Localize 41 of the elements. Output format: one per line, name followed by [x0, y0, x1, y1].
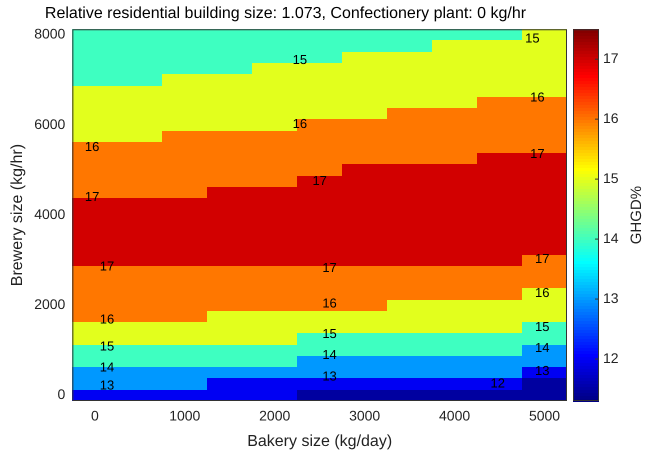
annotation: 14 — [100, 360, 114, 375]
annotation: 15 — [525, 30, 540, 46]
y-tick-label: 2000 — [34, 296, 66, 312]
x-axis-title: Bakery size (kg/day) — [247, 432, 392, 450]
annotation: 17 — [322, 260, 337, 276]
annotation: 13 — [100, 377, 114, 392]
color-bar-label: 13 — [603, 290, 619, 306]
color-bar-title: GHGD% — [628, 186, 645, 244]
annotation: 15 — [292, 52, 308, 67]
annotation: 16 — [322, 296, 337, 311]
annotation: 14 — [322, 347, 337, 362]
color-bar-label: 15 — [603, 170, 619, 186]
x-tick-label: 2000 — [259, 407, 290, 424]
chart-title: Relative residential building size: 1.073, Confectionery plant: 0 kg/hr — [44, 5, 527, 22]
x-tick-label: 4000 — [439, 407, 470, 424]
annotation: 17 — [84, 188, 100, 204]
annotation: 14 — [535, 340, 550, 356]
annotation: 17 — [100, 258, 114, 274]
color-bar-label: 14 — [603, 230, 619, 246]
color-bar-label: 16 — [603, 110, 619, 126]
color-bar-label: 17 — [603, 50, 619, 66]
annotation: 17 — [535, 251, 550, 266]
annotation: 16 — [530, 89, 545, 104]
y-tick-label: 0 — [58, 386, 66, 402]
y-tick-label: 4000 — [34, 206, 66, 222]
y-tick-label: 6000 — [34, 116, 66, 132]
annotation: 15 — [535, 318, 550, 334]
x-tick-label: 5000 — [528, 407, 560, 424]
y-axis-title: Brewery size (kg/hr) — [9, 144, 26, 286]
annotation: 16 — [292, 116, 308, 131]
annotation: 12 — [490, 376, 505, 391]
annotation: 17 — [312, 172, 327, 188]
annotation: 16 — [535, 284, 550, 300]
annotation: 16 — [100, 312, 114, 327]
x-tick-label: 3000 — [349, 407, 380, 424]
annotation: 13 — [535, 363, 550, 378]
x-tick-label: 0 — [90, 407, 99, 424]
annotation: 16 — [84, 139, 100, 154]
color-bar-label: 12 — [603, 350, 619, 366]
y-tick-label: 8000 — [34, 26, 66, 42]
x-tick-label: 1000 — [169, 407, 201, 424]
